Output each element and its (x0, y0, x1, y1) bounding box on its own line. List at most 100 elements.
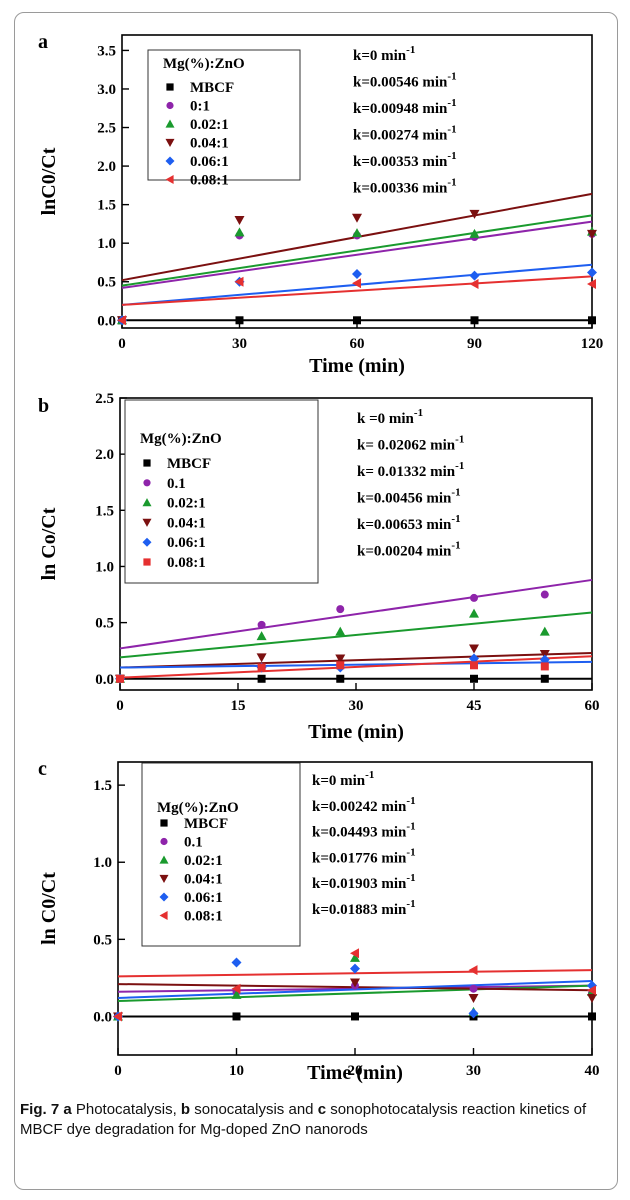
rate-constant-label: k=0 min-1 (353, 44, 415, 64)
data-point (352, 269, 362, 280)
legend-entry: 0.06:1 (167, 535, 206, 551)
x-tick-label: 15 (231, 698, 246, 714)
caption-text-2: sonocatalysis and (194, 1101, 314, 1118)
y-tick-label: 3.5 (97, 43, 116, 59)
legend-marker (143, 479, 151, 487)
legend-marker (160, 837, 168, 846)
y-tick-label: 2.0 (97, 159, 116, 175)
legend-title: Mg(%):ZnO (140, 431, 222, 447)
legend-entry: MBCF (167, 456, 211, 472)
legend-entry: 0.04:1 (167, 515, 206, 531)
data-point (469, 270, 480, 281)
legend-marker (165, 175, 174, 184)
data-point (468, 993, 479, 1003)
data-point (470, 593, 478, 602)
y-tick-label: 1.0 (95, 559, 114, 575)
data-point (232, 1012, 241, 1021)
x-tick-label: 45 (467, 698, 482, 714)
legend-title: Mg(%):ZnO (163, 56, 245, 72)
legend-marker (166, 101, 174, 110)
data-point (336, 661, 345, 670)
fit-line-0.08:1 (119, 655, 593, 679)
rate-constant-label: k=0.01903 min-1 (312, 872, 416, 892)
legend-marker (142, 498, 152, 507)
caption-text-1: Photocatalysis, (75, 1101, 177, 1118)
legend-marker (165, 138, 175, 147)
data-point (256, 653, 267, 663)
data-point (587, 985, 596, 996)
rate-constant-label: k=0.00653 min-1 (357, 513, 461, 533)
x-tick-label: 30 (466, 1063, 481, 1079)
rate-constant-label: k=0.00336 min-1 (353, 177, 457, 197)
data-point (540, 662, 549, 671)
figure-caption: Fig. 7 a Photocatalysis, b sonocatalysis… (20, 1100, 600, 1140)
x-tick-label: 40 (585, 1063, 600, 1079)
data-point (469, 279, 479, 290)
legend-entry: 0.06:1 (190, 154, 229, 170)
data-point (469, 653, 479, 664)
legend-title: Mg(%):ZnO (157, 800, 239, 816)
data-point (235, 316, 244, 325)
data-point (469, 228, 480, 238)
data-point (353, 316, 361, 325)
data-point (350, 952, 360, 962)
y-tick-label: 1.0 (97, 236, 116, 252)
x-tick-label: 0 (116, 698, 124, 714)
x-tick-label: 30 (349, 698, 364, 714)
y-axis-label: ln C0/Ct (38, 872, 60, 945)
data-point (113, 1011, 122, 1022)
data-point (540, 674, 549, 683)
data-point (470, 674, 478, 683)
legend-entry: 0.08:1 (167, 555, 206, 571)
data-point (257, 620, 266, 629)
caption-text-3: sonophotocatalysis reaction kinetics of … (20, 1101, 587, 1138)
data-point (350, 948, 359, 959)
y-tick-label: 0.0 (95, 672, 114, 688)
data-point (116, 674, 124, 683)
x-axis-label: Time (min) (309, 355, 405, 377)
data-point (587, 993, 597, 1003)
panel-letter: b (38, 395, 49, 417)
data-point (117, 315, 126, 326)
y-tick-label: 3.0 (97, 82, 116, 98)
legend-entry: 0.06:1 (184, 890, 223, 906)
data-point (468, 1008, 479, 1019)
legend-entry: 0.1 (184, 835, 203, 851)
legend-marker (166, 83, 174, 91)
x-axis-label: Time (min) (307, 1062, 403, 1084)
legend-marker (142, 518, 152, 527)
legend-marker (143, 459, 151, 467)
legend-entry: 0.02:1 (184, 853, 223, 869)
data-point (470, 661, 478, 670)
data-point (540, 590, 549, 599)
caption-b: b (180, 1101, 191, 1118)
data-point (336, 605, 345, 614)
data-point (352, 278, 361, 289)
legend-entry: MBCF (184, 816, 228, 832)
chart-panel-b: b 0.0 0.5 1.0 1.5 2.0 2.5 0 15 30 45 60 Time (min) ln… (38, 391, 600, 743)
data-point (234, 276, 244, 287)
legend-entry: 0:1 (190, 99, 210, 115)
y-tick-label: 1.5 (93, 778, 112, 794)
data-point (588, 1012, 596, 1021)
legend-entry: 0.02:1 (167, 496, 206, 512)
legend-marker (159, 911, 168, 920)
legend-marker (159, 892, 169, 902)
x-axis-label: Time (min) (308, 721, 404, 743)
legend-entry: 0.1 (167, 476, 186, 492)
data-point (469, 984, 478, 993)
legend-marker (160, 819, 168, 827)
rate-constant-label: k=0.00353 min-1 (353, 150, 457, 170)
data-point (539, 626, 550, 636)
rate-constant-label: k=0.00456 min-1 (357, 487, 461, 507)
rate-constant-label: k=0.00546 min-1 (353, 71, 457, 91)
rate-constant-label: k=0.00242 min-1 (312, 795, 416, 815)
y-tick-label: 0.5 (95, 616, 114, 632)
data-point (234, 216, 245, 226)
x-tick-label: 60 (585, 698, 600, 714)
data-point (539, 654, 550, 665)
fit-line-0.04:1 (119, 651, 593, 669)
y-tick-label: 0.5 (97, 275, 116, 291)
data-point (587, 229, 597, 239)
chart-panel-c: c 0.0 0.5 1.0 1.5 0 10 20 30 40 Time (min) ln C0/Ct… (38, 758, 600, 1084)
